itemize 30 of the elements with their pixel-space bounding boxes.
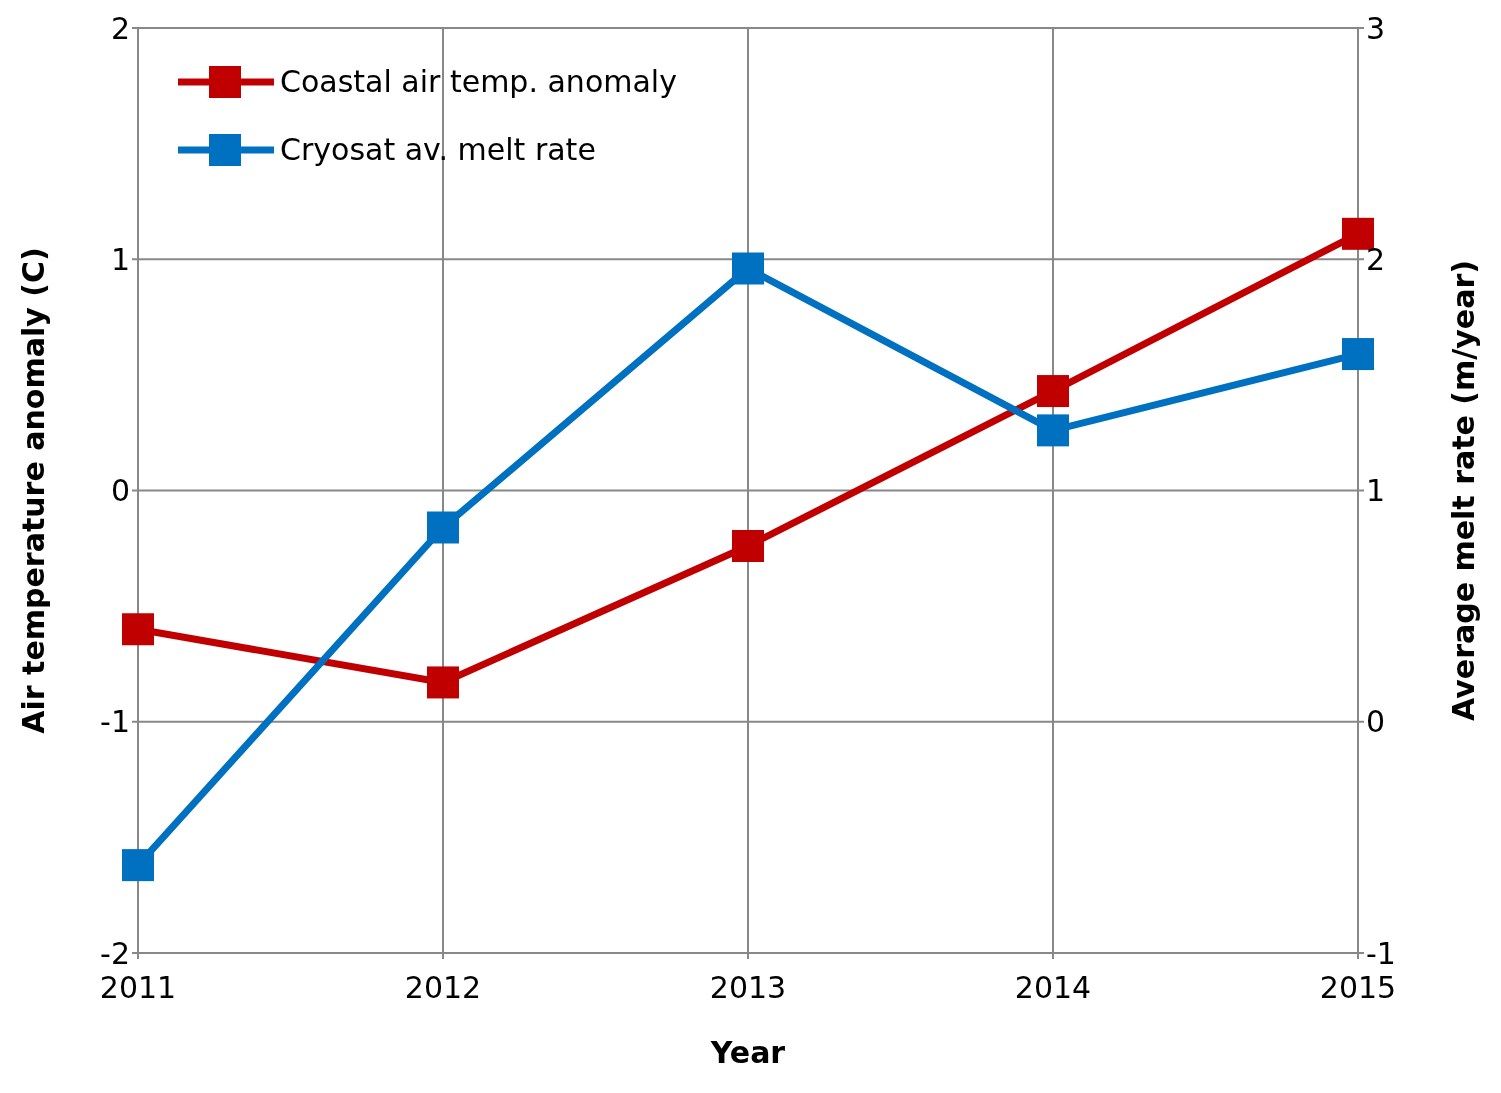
y2-axis-title: Average melt rate (m/year) bbox=[1445, 260, 1481, 721]
point bbox=[1342, 338, 1374, 371]
point bbox=[1342, 217, 1374, 250]
x-axis-title: Year bbox=[709, 1035, 786, 1070]
x-tick-label: 2013 bbox=[709, 970, 787, 1006]
x-tick-label: 2011 bbox=[99, 970, 177, 1006]
y-tick-label: 0 bbox=[110, 473, 130, 509]
point bbox=[427, 511, 459, 544]
y-tick-label: 1 bbox=[110, 241, 130, 277]
x-tick-label: 2012 bbox=[404, 970, 482, 1006]
y2-tick-label: 1 bbox=[1366, 473, 1386, 509]
point bbox=[122, 849, 154, 882]
x-tick-label: 2015 bbox=[1319, 970, 1397, 1006]
y2-tick-label: 2 bbox=[1366, 241, 1386, 277]
y-tick-label: -1 bbox=[100, 704, 130, 740]
legend-label: Coastal air temp. anomaly bbox=[280, 63, 677, 101]
point bbox=[732, 530, 764, 562]
point bbox=[427, 666, 459, 699]
x-tick-label: 2014 bbox=[1014, 970, 1092, 1006]
point bbox=[122, 613, 154, 646]
point bbox=[1037, 414, 1069, 447]
y2-tick-label: -1 bbox=[1366, 935, 1396, 971]
y-axis-title: Air temperature anomaly (C) bbox=[15, 247, 51, 734]
point bbox=[732, 252, 764, 285]
y2-tick-label: 3 bbox=[1366, 10, 1386, 46]
y2-tick-label: 0 bbox=[1366, 704, 1386, 740]
legend-label: Cryosat av. melt rate bbox=[280, 131, 596, 169]
point bbox=[1037, 375, 1069, 408]
y-tick-label: -2 bbox=[100, 935, 130, 971]
y-tick-label: 2 bbox=[110, 10, 130, 46]
